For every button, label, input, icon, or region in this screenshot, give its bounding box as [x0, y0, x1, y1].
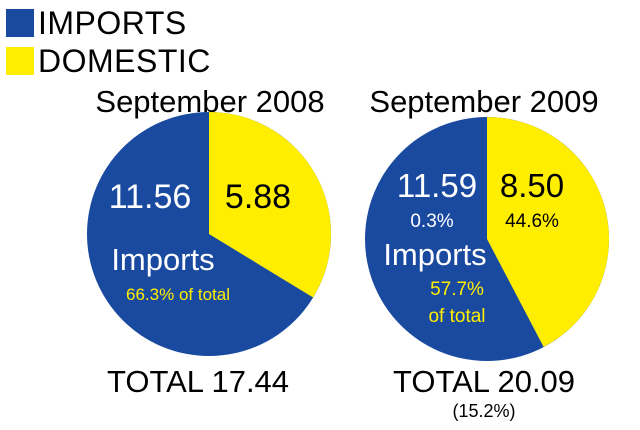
data-label-imports: 11.59: [397, 167, 477, 204]
data-label-imports: 11.56: [109, 178, 192, 216]
pie-slice-domestic: [487, 117, 609, 348]
legend-item-domestic: DOMESTIC: [6, 42, 211, 80]
imports-label: Imports: [111, 242, 214, 277]
pct-label-imports: 0.3%: [410, 211, 453, 232]
total-2008: TOTAL 17.44: [106, 364, 290, 399]
legend-item-imports: IMPORTS: [6, 4, 211, 42]
legend-swatch-domestic: [6, 47, 34, 75]
legend-label-domestic: DOMESTIC: [38, 43, 211, 79]
imports-label: Imports: [383, 237, 486, 272]
chart-title-2009: September 2009: [369, 84, 599, 119]
total-2009: TOTAL 20.09: [392, 364, 576, 399]
chart-title-2008: September 2008: [95, 84, 325, 119]
pie-1: [365, 117, 609, 361]
total-change-2009: (15.2%): [452, 401, 516, 421]
legend-swatch-imports: [6, 9, 34, 37]
data-label-domestic: 8.50: [500, 167, 564, 204]
legend-label-imports: IMPORTS: [38, 5, 187, 41]
legend: IMPORTS DOMESTIC: [6, 4, 211, 80]
pie-slice-domestic: [209, 112, 331, 298]
imports-share-label: 66.3% of total: [126, 285, 230, 304]
pie-0: [87, 112, 331, 356]
pct-label-domestic: 44.6%: [505, 211, 559, 232]
data-label-domestic: 5.88: [225, 178, 291, 216]
imports-share-label: of total: [428, 306, 485, 327]
imports-share-label: 57.7%: [430, 279, 484, 300]
